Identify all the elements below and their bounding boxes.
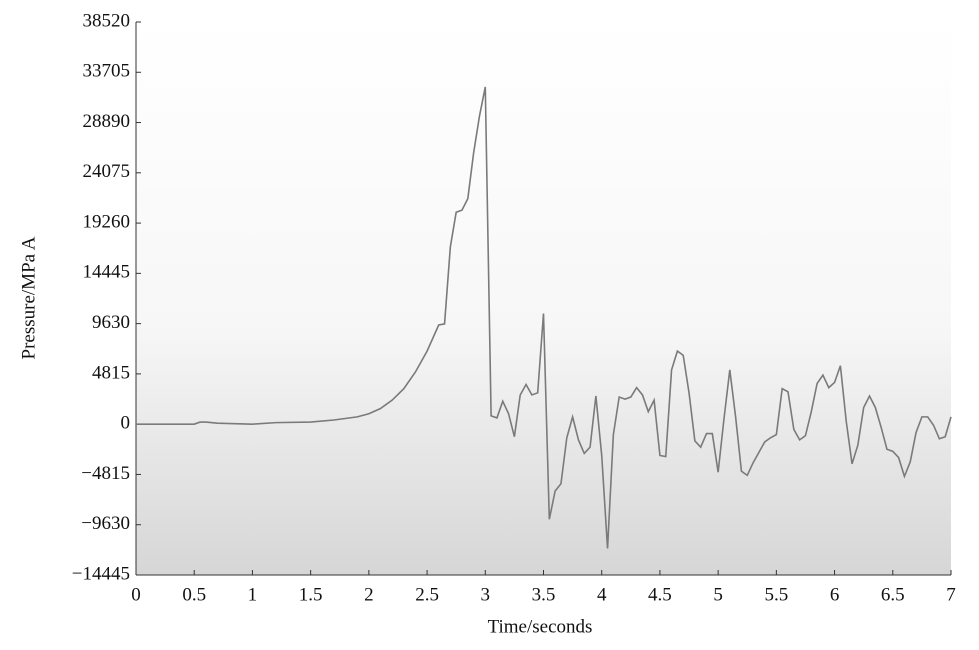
y-tick-label: −9630 (81, 513, 130, 534)
y-tick-label: −14445 (72, 563, 130, 584)
y-axis-label: Pressure/MPa A (18, 236, 39, 359)
y-tick-label: 28890 (83, 111, 131, 132)
x-tick-label: 2.5 (415, 584, 439, 605)
x-tick-label: 3.5 (532, 584, 556, 605)
x-tick-label: 7 (946, 584, 956, 605)
plot-area (136, 22, 951, 575)
x-tick-label: 0.5 (182, 584, 206, 605)
x-axis-label: Time/seconds (488, 616, 593, 637)
x-tick-label: 5 (713, 584, 723, 605)
x-tick-label: 3 (481, 584, 491, 605)
data-line (136, 86, 952, 549)
y-tick-label: 4815 (92, 362, 130, 383)
x-tick-label: 4.5 (648, 584, 672, 605)
y-tick-label: 0 (121, 413, 131, 434)
y-tick-label: 33705 (83, 61, 131, 82)
y-tick-label: 38520 (83, 10, 131, 31)
x-tick-label: 6 (830, 584, 840, 605)
y-tick-label: 14445 (83, 262, 131, 283)
x-tick-label: 1.5 (299, 584, 323, 605)
x-tick-label: 5.5 (764, 584, 788, 605)
y-tick-label: 19260 (83, 211, 131, 232)
y-tick-label: 24075 (83, 161, 131, 182)
y-tick-label: 9630 (92, 312, 130, 333)
x-tick-label: 2 (364, 584, 374, 605)
x-tick-label: 4 (597, 584, 607, 605)
y-tick-label: −4815 (81, 463, 130, 484)
x-tick-label: 1 (248, 584, 258, 605)
x-tick-label: 0 (131, 584, 141, 605)
x-tick-label: 6.5 (881, 584, 905, 605)
